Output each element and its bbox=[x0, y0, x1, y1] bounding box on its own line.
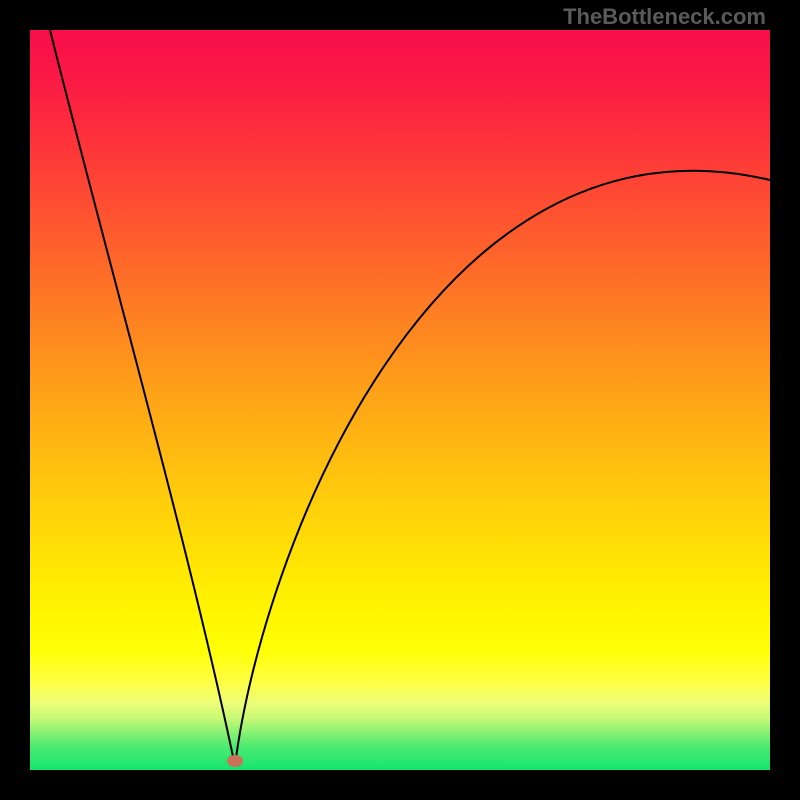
frame-right bbox=[770, 0, 800, 800]
gradient-background bbox=[30, 30, 770, 770]
bottleneck-curve bbox=[30, 30, 770, 770]
frame-left bbox=[0, 0, 30, 800]
plot-area bbox=[30, 30, 770, 770]
chart-container: TheBottleneck.com bbox=[0, 0, 800, 800]
watermark-text: TheBottleneck.com bbox=[563, 4, 766, 30]
minimum-dot bbox=[227, 755, 243, 767]
frame-bottom bbox=[0, 770, 800, 800]
